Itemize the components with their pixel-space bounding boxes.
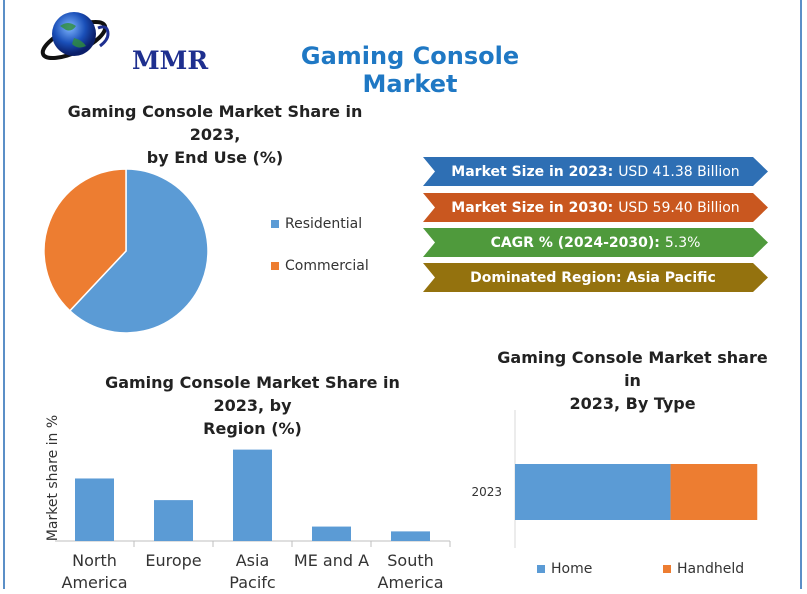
type-title-line-1: Gaming Console Market share in: [497, 348, 768, 390]
region-tick-label: Europe: [145, 551, 202, 570]
legend-swatch-commercial: [271, 262, 279, 270]
region-tick-label: South America: [377, 551, 444, 592]
type-title-line-2: 2023, By Type: [569, 394, 696, 413]
stat-label: Dominated Region: Asia Pacific: [470, 269, 716, 286]
region-title-line-1: Gaming Console Market Share in 2023, by: [105, 373, 400, 415]
legend-label-home: Home: [551, 561, 593, 577]
legend-swatch-handheld: [663, 565, 671, 573]
region-tick-label: ME and A: [293, 551, 370, 570]
stat-label: Market Size in 2030:: [451, 199, 614, 216]
region-bar: [391, 531, 430, 541]
legend-label-commercial: Commercial: [285, 258, 369, 274]
page-title: Gaming Console Market: [300, 42, 520, 98]
end-use-chart-title: Gaming Console Market Share in 2023, by …: [55, 100, 375, 169]
region-bar: [233, 449, 272, 541]
stat-dominated-region: Dominated Region: Asia Pacific: [423, 263, 768, 292]
legend-swatch-residential: [271, 220, 279, 228]
type-chart-title: Gaming Console Market share in 2023, By …: [495, 346, 770, 415]
legend-label-residential: Residential: [285, 216, 363, 232]
legend-residential: Residential: [271, 216, 362, 232]
legend-handheld: Handheld: [663, 561, 744, 577]
region-chart-title: Gaming Console Market Share in 2023, by …: [80, 371, 425, 440]
legend-home: Home: [537, 561, 592, 577]
pie-slice-residential: [68, 168, 209, 334]
region-tick-label: North America: [61, 551, 128, 592]
mmr-logo: MMR: [34, 8, 208, 75]
type-category-label: 2023: [471, 485, 502, 499]
end-use-title-line-2: by End Use (%): [146, 148, 284, 167]
globe-icon: [40, 12, 110, 61]
legend-label-handheld: Handheld: [677, 561, 745, 577]
stat-cagr: CAGR % (2024-2030): 5.3%: [423, 228, 768, 257]
stat-label: Market Size in 2023:: [451, 163, 614, 180]
type-bar-handheld: [670, 464, 758, 520]
region-bar: [312, 526, 351, 541]
stat-value: 5.3%: [664, 234, 701, 251]
region-tick-label: Asia Pacifc: [229, 551, 276, 592]
region-bar: [154, 500, 193, 541]
logo-text: MMR: [132, 46, 209, 75]
stat-value: USD 41.38 Billion: [618, 163, 740, 180]
stat-market-size-2030: Market Size in 2030: USD 59.40 Billion: [423, 193, 768, 222]
stat-value: USD 59.40 Billion: [618, 199, 740, 216]
end-use-title-line-1: Gaming Console Market Share in 2023,: [67, 102, 363, 144]
stat-market-size-2023: Market Size in 2023: USD 41.38 Billion: [423, 157, 768, 186]
type-bar-home: [515, 464, 671, 520]
region-bar: [75, 478, 114, 541]
region-title-line-2: Region (%): [203, 419, 302, 438]
stat-label: CAGR % (2024-2030):: [490, 234, 660, 251]
pie-slice-commercial: [43, 168, 127, 312]
legend-swatch-home: [537, 565, 545, 573]
page-frame: [3, 0, 802, 589]
legend-commercial: Commercial: [271, 258, 369, 274]
